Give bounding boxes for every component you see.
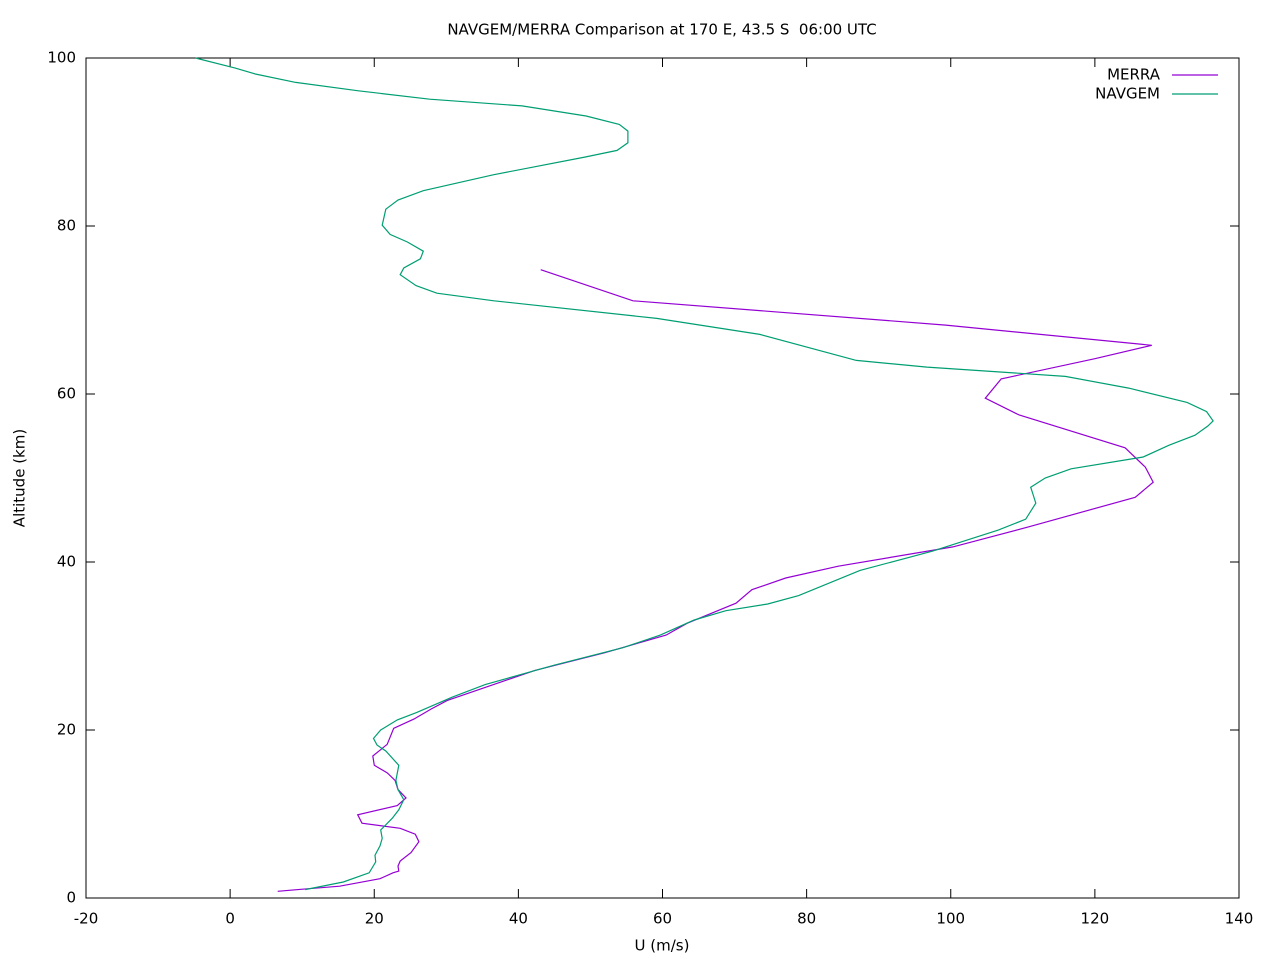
x-axis-label: U (m/s) xyxy=(635,937,690,955)
x-tick-label: -20 xyxy=(74,910,99,928)
y-tick-label: 100 xyxy=(47,49,76,67)
x-tick-label: 20 xyxy=(365,910,384,928)
y-tick-label: 60 xyxy=(57,385,76,403)
x-tick-label: 40 xyxy=(509,910,528,928)
x-tick-label: 120 xyxy=(1081,910,1110,928)
y-tick-label: 0 xyxy=(66,889,76,907)
plot-frame xyxy=(85,57,1240,899)
x-tick-label: 60 xyxy=(653,910,672,928)
y-tick-label: 20 xyxy=(57,721,76,739)
x-tick-label: 80 xyxy=(797,910,816,928)
y-tick-label: 80 xyxy=(57,217,76,235)
series-line xyxy=(277,269,1154,892)
x-tick-label: 100 xyxy=(936,910,965,928)
legend-label: NAVGEM xyxy=(1095,85,1160,103)
y-tick-label: 40 xyxy=(57,553,76,571)
y-axis-label: Altitude (km) xyxy=(11,429,29,527)
x-tick-label: 0 xyxy=(225,910,235,928)
legend-label: MERRA xyxy=(1107,66,1161,84)
chart-title: NAVGEM/MERRA Comparison at 170 E, 43.5 S… xyxy=(447,21,876,39)
series-line xyxy=(195,57,1214,891)
x-tick-label: 140 xyxy=(1225,910,1254,928)
